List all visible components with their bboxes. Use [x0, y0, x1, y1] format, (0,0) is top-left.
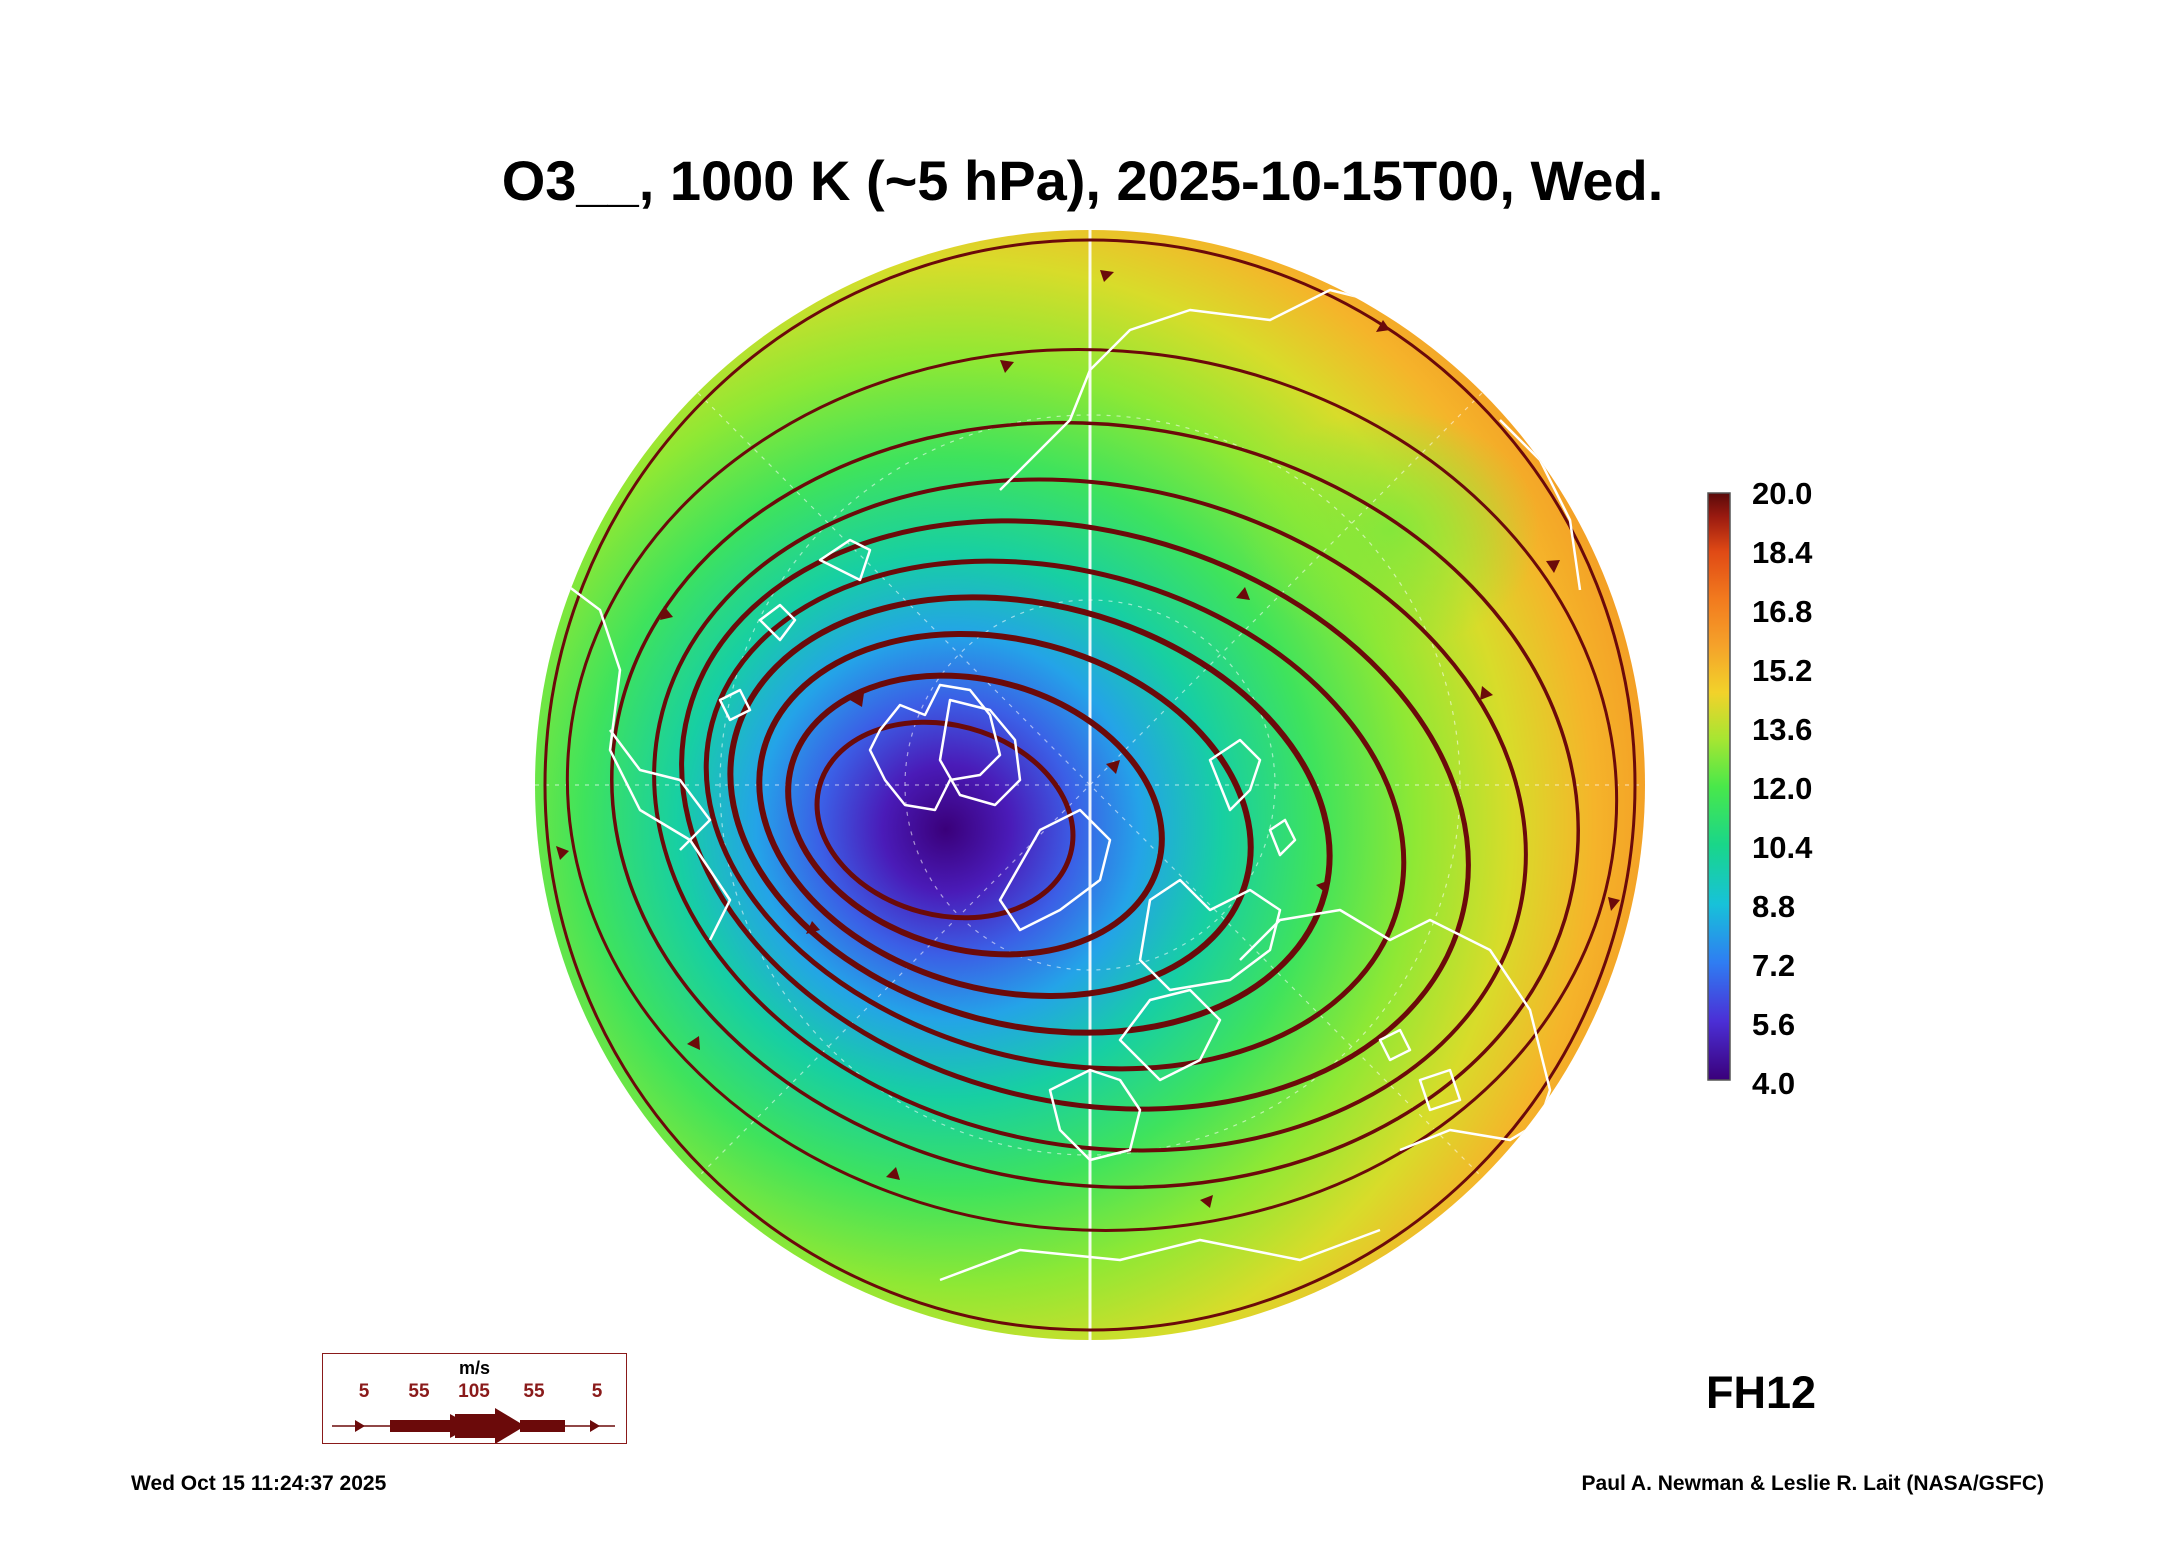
wind-legend-unit: m/s — [458, 1358, 491, 1378]
colorbar-tick-label: 13.6 — [1752, 712, 1813, 747]
wind-legend-arrow — [332, 1408, 615, 1444]
generation-timestamp: Wed Oct 15 11:24:37 2025 — [131, 1472, 387, 1495]
forecast-hour-label: FH12 — [1706, 1367, 1817, 1418]
colorbar-tick-label: 20.0 — [1752, 476, 1813, 511]
chart-title: O3__, 1000 K (~5 hPa), 2025-10-15T00, We… — [501, 149, 1664, 212]
wind-speed-legend: m/s 5 55 105 55 5 — [322, 1353, 627, 1444]
wind-legend-label: 105 — [458, 1381, 490, 1402]
wind-streamlines — [543, 238, 1637, 1332]
wind-legend-label: 55 — [523, 1381, 545, 1402]
graticule — [535, 230, 1645, 1340]
wind-legend-label: 5 — [358, 1381, 370, 1402]
colorbar-tick-label: 4.0 — [1752, 1066, 1796, 1101]
colorbar-tick-label: 10.4 — [1752, 830, 1813, 865]
colorbar-tick-label: 12.0 — [1752, 771, 1813, 806]
wind-legend-label: 55 — [408, 1381, 430, 1402]
colorbar-tick-label: 16.8 — [1752, 594, 1813, 629]
colorbar-tick-label: 7.2 — [1752, 948, 1796, 983]
credit-text: Paul A. Newman & Leslie R. Lait (NASA/GS… — [1581, 1472, 2044, 1495]
colorbar — [1707, 492, 1731, 1081]
colorbar-tick-label: 8.8 — [1752, 889, 1796, 924]
colorbar-tick-label: 15.2 — [1752, 653, 1813, 688]
colorbar-tick-label: 18.4 — [1752, 535, 1813, 570]
colorbar-tick-label: 5.6 — [1752, 1007, 1796, 1042]
wind-legend-label: 5 — [591, 1381, 603, 1402]
